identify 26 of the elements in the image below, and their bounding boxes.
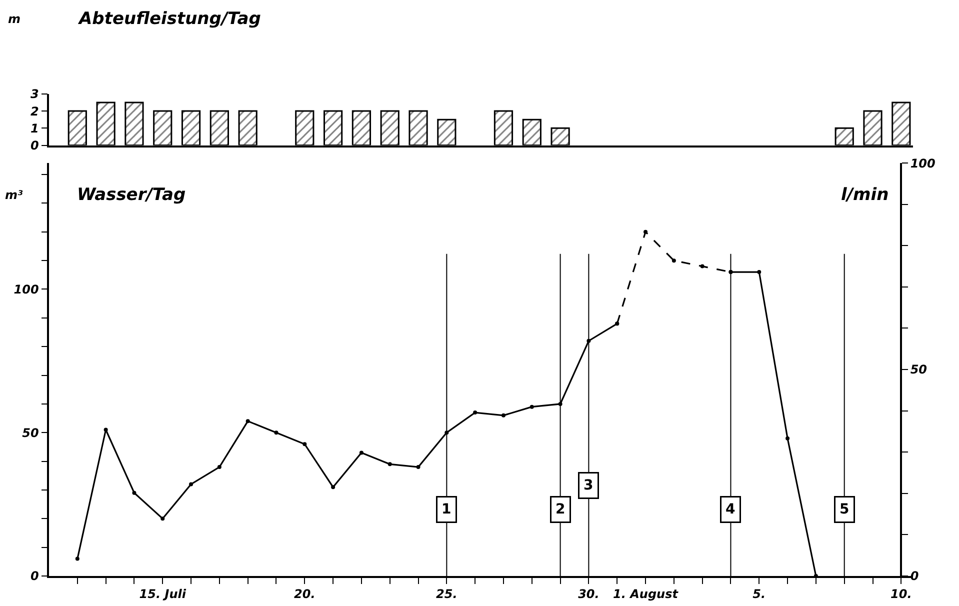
x-tick-label: 15. Juli (139, 587, 187, 602)
y-tick-label: 3 (30, 87, 39, 102)
x-tick-label: 5. (752, 587, 766, 602)
y-tick-label: 50 (22, 426, 39, 440)
y-tick-label: 0 (30, 138, 39, 152)
y2-tick-label: 50 (910, 362, 928, 377)
y-tick-label: 2 (30, 104, 39, 118)
y-tick-label: 100 (14, 282, 39, 296)
x-tick-label: 1. August (613, 587, 680, 602)
x-tick-label: 30. (578, 587, 600, 602)
chart-title: Abteufleistung/Tag (77, 9, 261, 29)
y2-tick-label: 100 (910, 156, 936, 170)
x-tick-label: 25. (436, 587, 458, 602)
ref-line-label: 5 (840, 502, 850, 518)
y2-axis-title: l/min (841, 185, 889, 205)
ref-line-label: 3 (584, 478, 594, 494)
ref-line-label: 4 (726, 502, 736, 518)
y-tick-label: 1 (30, 121, 39, 136)
y-tick-label: 0 (30, 569, 39, 584)
ref-line-label: 2 (556, 502, 566, 518)
x-tick-label: 20. (294, 587, 316, 602)
x-tick-label: 10. (890, 587, 912, 602)
text: Wasser/Tag (77, 185, 186, 205)
y-axis-title: m³ (5, 188, 24, 202)
ref-line-label: 1 (442, 502, 452, 518)
y-axis-title: m (8, 12, 21, 26)
